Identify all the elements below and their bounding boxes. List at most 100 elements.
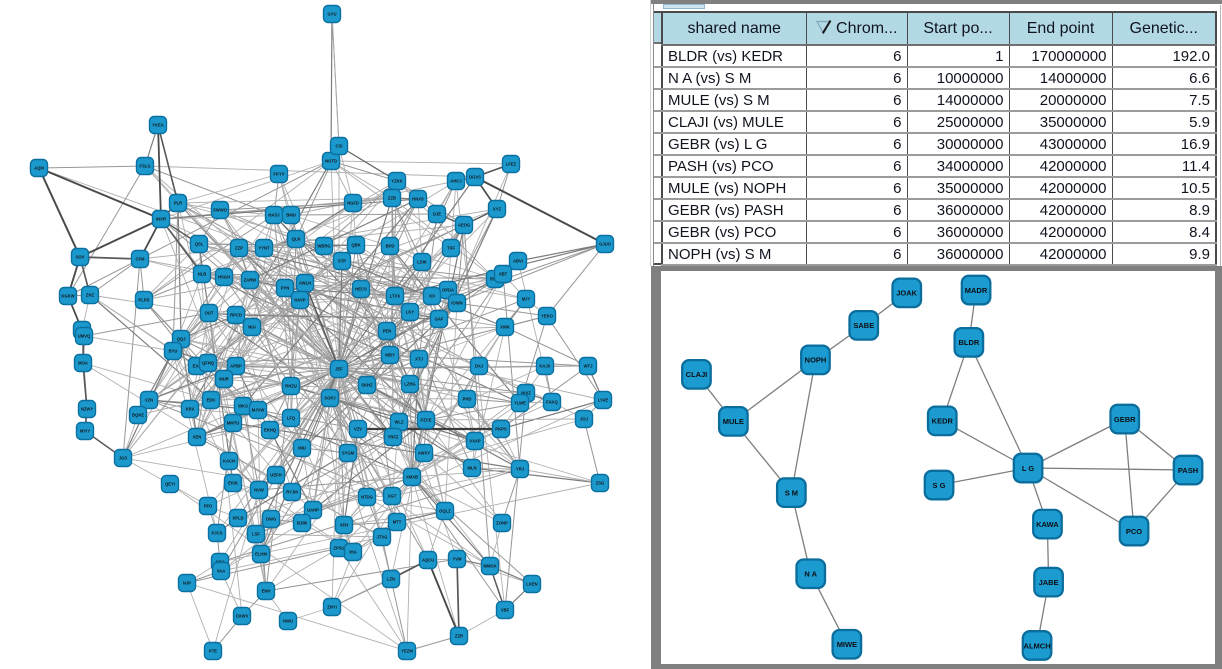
svg-text:CFM: CFM — [135, 257, 145, 262]
svg-text:SKHZ: SKHZ — [361, 383, 373, 388]
svg-text:AQCU: AQCU — [422, 558, 434, 563]
svg-text:MUR: MUR — [219, 377, 229, 382]
svg-text:BPD: BPD — [386, 244, 395, 249]
svg-text:CLAJI: CLAJI — [686, 370, 708, 379]
svg-text:ZZB: ZZB — [388, 196, 396, 201]
svg-text:VAA: VAA — [217, 569, 226, 574]
svg-text:CSI: CSI — [336, 144, 343, 149]
svg-text:PJCS: PJCS — [212, 531, 223, 536]
svg-text:DXJ: DXJ — [475, 364, 484, 369]
svg-text:HSGH: HSGH — [218, 275, 230, 280]
svg-text:WKS: WKS — [238, 404, 248, 409]
svg-text:GJUO: GJUO — [599, 242, 612, 247]
svg-text:EKHQ: EKHQ — [264, 428, 277, 433]
svg-text:HASJ: HASJ — [268, 213, 280, 218]
svg-text:GAF: GAF — [435, 317, 444, 322]
svg-text:PEN: PEN — [383, 329, 392, 334]
svg-text:NJP: NJP — [183, 581, 191, 586]
svg-text:NTDG: NTDG — [361, 495, 373, 500]
svg-text:QSL: QSL — [195, 242, 204, 247]
svg-text:TXF: TXF — [447, 246, 455, 251]
svg-text:YLWE: YLWE — [514, 401, 526, 406]
svg-text:PYN: PYN — [281, 286, 290, 291]
svg-text:RYJM: RYJM — [286, 490, 298, 495]
svg-text:XGT: XGT — [388, 494, 397, 499]
svg-text:INXR: INXR — [156, 217, 166, 222]
svg-text:FAKQ: FAKQ — [546, 400, 558, 405]
svg-text:LZHG: LZHG — [404, 382, 415, 387]
svg-text:KEDR: KEDR — [932, 417, 954, 426]
svg-text:YRJ: YRJ — [516, 467, 525, 472]
svg-text:WTJ: WTJ — [584, 364, 594, 369]
svg-text:MLN: MLN — [467, 466, 476, 471]
svg-text:ZARW: ZARW — [244, 278, 257, 283]
svg-text:BLDR: BLDR — [958, 338, 979, 347]
svg-text:XWK: XWK — [500, 325, 510, 330]
svg-text:AWLN: AWLN — [299, 281, 311, 286]
svg-text:YKEA: YKEA — [152, 123, 164, 128]
svg-text:VZN: VZN — [145, 398, 153, 403]
svg-text:AQM: AQM — [34, 166, 44, 171]
svg-text:BJIM: BJIM — [297, 521, 308, 526]
svg-text:YZKK: YZKK — [391, 179, 402, 184]
svg-text:QLN: QLN — [292, 237, 301, 242]
svg-text:YYNT: YYNT — [258, 246, 270, 251]
svg-text:BYU: BYU — [169, 349, 178, 354]
svg-text:HAVP: HAVP — [294, 298, 306, 303]
svg-text:RPCD: RPCD — [230, 313, 242, 318]
svg-text:PHD: PHD — [463, 397, 472, 402]
svg-text:INXZ: INXZ — [521, 391, 531, 396]
svg-text:SABE: SABE — [853, 321, 874, 330]
svg-text:MJVW: MJVW — [252, 408, 265, 413]
svg-text:BMU: BMU — [286, 213, 296, 218]
svg-text:SWWO: SWWO — [213, 208, 228, 213]
svg-text:MOA: MOA — [78, 361, 88, 366]
svg-text:IHA: IHA — [349, 550, 356, 555]
svg-text:HNXS: HNXS — [412, 197, 424, 202]
svg-text:JEF: JEF — [335, 367, 343, 372]
svg-text:XFH: XFH — [340, 523, 348, 528]
svg-text:BQHZ: BQHZ — [132, 413, 144, 418]
svg-text:SOPJ: SOPJ — [324, 396, 336, 401]
svg-text:ZHZ: ZHZ — [86, 293, 95, 298]
svg-text:NGFD: NGFD — [347, 201, 359, 206]
svg-text:ZZP: ZZP — [235, 246, 243, 251]
svg-text:KRX: KRX — [186, 407, 195, 412]
svg-text:VBF: VBF — [501, 608, 510, 613]
svg-text:ZHYI: ZHYI — [327, 605, 337, 610]
svg-text:MYIY: MYIY — [80, 429, 90, 434]
svg-text:WBY: WBY — [385, 353, 395, 358]
svg-text:LKEN: LKEN — [526, 582, 537, 587]
svg-text:OWG: OWG — [266, 517, 276, 522]
svg-text:XYZ: XYZ — [493, 207, 502, 212]
svg-text:AWXY: AWXY — [418, 451, 431, 456]
svg-text:JGS: JGS — [119, 456, 128, 461]
svg-text:PZCE: PZCE — [420, 418, 431, 423]
svg-text:S M: S M — [785, 489, 798, 498]
svg-text:PCO: PCO — [1126, 527, 1142, 536]
svg-text:XPLD: XPLD — [232, 516, 243, 521]
svg-text:LTVX: LTVX — [390, 294, 401, 299]
svg-text:OXWV: OXWV — [236, 614, 249, 619]
svg-text:MMTU: MMTU — [227, 421, 240, 426]
svg-text:OQLZ: OQLZ — [439, 509, 451, 514]
svg-text:ALMCH: ALMCH — [1024, 641, 1051, 650]
svg-text:XEN: XEN — [193, 435, 202, 440]
svg-text:LSF: LSF — [252, 532, 260, 537]
svg-text:NLB: NLB — [198, 272, 207, 277]
svg-text:KAJX: KAJX — [539, 364, 550, 369]
svg-text:KGKW: KGKW — [61, 294, 74, 299]
svg-text:NOTD: NOTD — [325, 159, 337, 164]
svg-text:EAH: EAH — [193, 364, 202, 369]
svg-text:PLR: PLR — [174, 201, 182, 206]
svg-text:NOPH: NOPH — [805, 356, 827, 365]
svg-text:EISK: EISK — [228, 481, 238, 486]
svg-text:ZONP: ZONP — [496, 521, 508, 526]
svg-text:GYU: GYU — [327, 12, 336, 17]
svg-text:UMVQ: UMVQ — [78, 334, 91, 339]
svg-text:KACH: KACH — [223, 459, 235, 464]
svg-text:QQJ: QQJ — [177, 337, 187, 342]
svg-text:LZN: LZN — [387, 577, 395, 582]
svg-text:N A: N A — [804, 570, 817, 579]
svg-text:VZV: VZV — [354, 427, 362, 432]
